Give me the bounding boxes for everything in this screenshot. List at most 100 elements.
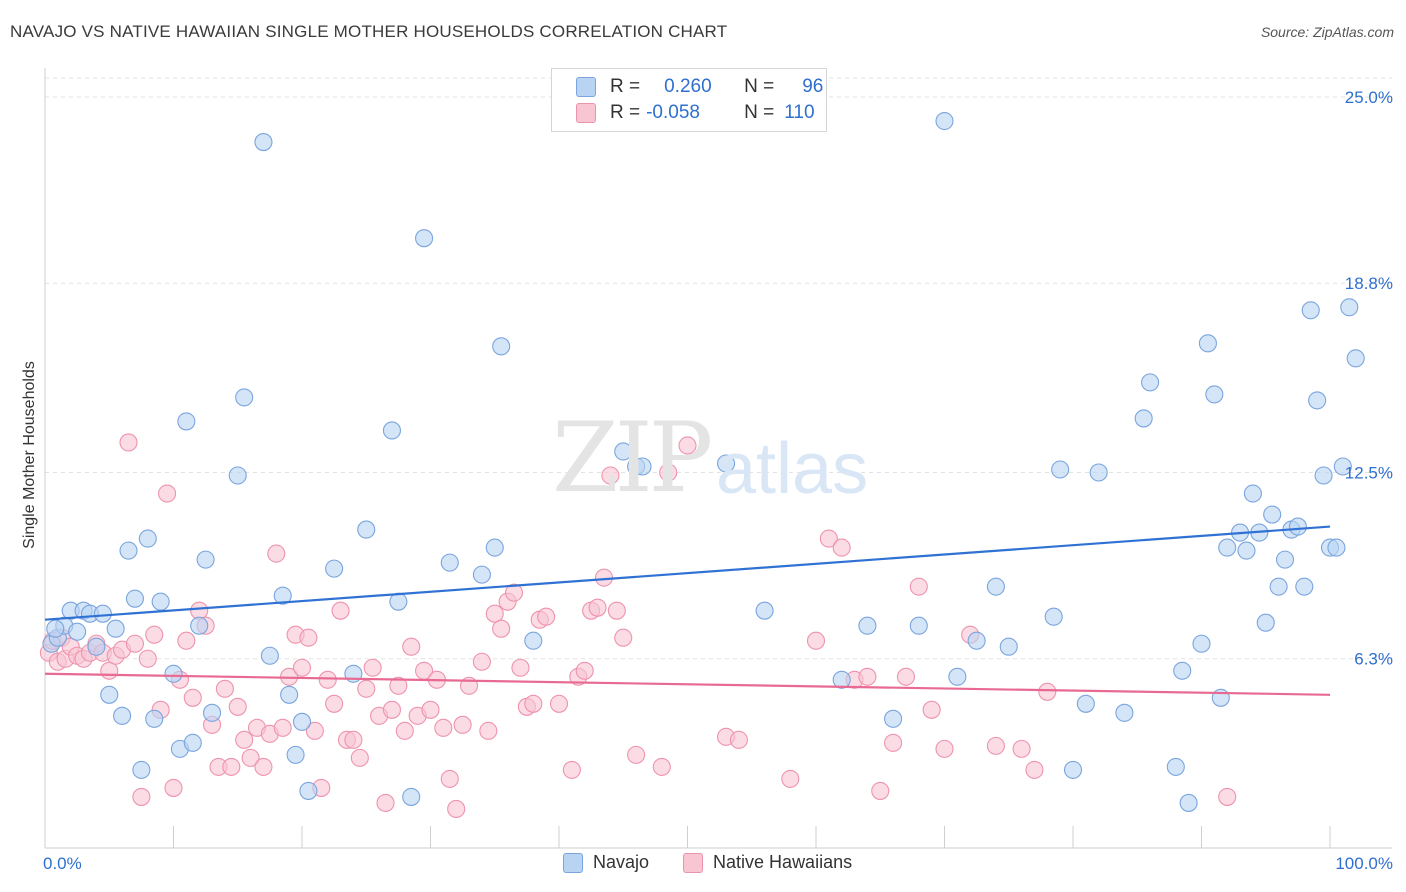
hawaiians-point xyxy=(627,745,646,764)
hawaiians-point xyxy=(395,721,414,740)
hawaiians-point xyxy=(421,700,440,719)
navajo-point xyxy=(633,457,652,476)
chart-title: NAVAJO VS NATIVE HAWAIIAN SINGLE MOTHER … xyxy=(10,22,728,41)
navajo-point xyxy=(1346,349,1365,368)
hawaiians-point xyxy=(614,628,633,647)
navajo-point xyxy=(1237,541,1256,560)
correlation-legend: R = 0.260 N = 96 R = -0.058 N = 110 xyxy=(551,68,827,132)
trend-lines xyxy=(44,525,1331,696)
navajo-point xyxy=(87,637,106,656)
hawaiians-point xyxy=(594,568,614,587)
navajo-point xyxy=(1141,373,1160,392)
hawaiians-point xyxy=(562,760,581,779)
hawaiians-point xyxy=(402,637,421,656)
source-label: Source: ZipAtlas.com xyxy=(1260,24,1394,40)
navajo-trend-line xyxy=(44,525,1331,621)
hawaiians-point xyxy=(132,787,151,806)
y-tick-label: 6.3% xyxy=(1354,650,1393,669)
hawaiians-point xyxy=(537,607,556,626)
hawaiians-point xyxy=(729,730,748,749)
navajo-point xyxy=(125,589,144,608)
series-legend: Navajo Native Hawaiians xyxy=(563,852,852,873)
hawaiians-point xyxy=(158,484,177,503)
navajo-point xyxy=(46,619,65,638)
navajo-point xyxy=(203,703,222,722)
hawaiians-point xyxy=(504,583,524,602)
hawaiians-point xyxy=(659,463,678,482)
hawaiians-point xyxy=(1038,682,1057,701)
navajo-point xyxy=(858,616,877,635)
hawaiians-swatch xyxy=(576,103,596,123)
hawaiians-trend-line xyxy=(44,672,1331,696)
hawaiians-point xyxy=(884,733,903,752)
hawaiians-point xyxy=(922,700,941,719)
navajo-r-value: 0.260 xyxy=(664,76,712,97)
hawaiians-point xyxy=(164,778,183,797)
r-label: R = xyxy=(610,76,641,97)
x-tick-label: 100.0% xyxy=(1335,854,1393,873)
hawaiians-point xyxy=(363,658,382,677)
navajo-point xyxy=(196,550,215,569)
hawaiians-point xyxy=(588,598,607,617)
navajo-point xyxy=(1179,793,1198,812)
navajo-point xyxy=(1269,577,1288,596)
navajo-point xyxy=(1218,538,1237,557)
navajo-point xyxy=(1288,517,1307,536)
navajo-point xyxy=(1044,607,1063,626)
navajo-point xyxy=(1314,466,1333,485)
navajo-point xyxy=(183,733,202,752)
navajo-point xyxy=(1340,298,1359,317)
navajo-point xyxy=(935,111,954,131)
watermark-zip: ZIP xyxy=(552,402,713,514)
x-tick-label: 0.0% xyxy=(43,854,82,873)
navajo-point xyxy=(755,601,774,620)
y-tick-label: 25.0% xyxy=(1345,88,1393,107)
navajo-point xyxy=(884,709,903,728)
watermark-atlas: atlas xyxy=(716,429,869,509)
navajo-point xyxy=(68,622,87,641)
hawaiians-point xyxy=(241,748,260,767)
hawaiians-point xyxy=(896,667,916,686)
hawaiians-point xyxy=(125,634,144,653)
navajo-point xyxy=(260,646,279,665)
hawaiians-point xyxy=(492,619,511,638)
navajo-point xyxy=(909,616,928,635)
hawaiians-point xyxy=(1012,739,1031,758)
hawaiians-point xyxy=(389,676,408,695)
navajo-point xyxy=(1256,613,1275,632)
hawaiians-point xyxy=(100,661,119,680)
axes xyxy=(44,68,1392,849)
hawaiians-point xyxy=(267,544,286,563)
navajo-point xyxy=(1275,550,1295,569)
navajo-point xyxy=(235,388,254,407)
hawaiians-point xyxy=(607,601,626,620)
hawaiians-point xyxy=(382,700,402,719)
navajo-point xyxy=(716,454,736,473)
navajo-point xyxy=(1115,703,1134,722)
hawaiians-legend-swatch xyxy=(683,852,704,873)
navajo-point xyxy=(1063,760,1083,779)
navajo-point xyxy=(1051,460,1070,479)
navajo-point xyxy=(1243,484,1262,503)
navajo-point xyxy=(999,637,1018,656)
navajo-point xyxy=(325,559,344,578)
native-hawaiians-points xyxy=(39,433,1237,818)
navajo-point xyxy=(100,685,119,704)
navajo-point xyxy=(132,760,151,779)
navajo-point xyxy=(415,229,434,248)
hawaiians-point xyxy=(485,604,504,623)
navajo-point xyxy=(614,442,633,461)
hawaiians-point xyxy=(376,793,395,812)
navajo-point xyxy=(190,616,209,635)
y-axis-label: Single Mother Households xyxy=(21,361,38,549)
legend-row-navajo: R = 0.260 N = 96 xyxy=(576,75,823,99)
hawaiians-point xyxy=(434,718,453,737)
hawaiians-point xyxy=(183,688,202,707)
hawaiians-point xyxy=(299,628,318,647)
hawaiians-point xyxy=(273,718,292,737)
navajo-point xyxy=(485,538,504,557)
hawaiians-point xyxy=(325,694,344,713)
hawaiians-legend-label: Native Hawaiians xyxy=(713,852,853,872)
hawaiians-point xyxy=(145,625,164,644)
hawaiians-point xyxy=(652,757,671,776)
